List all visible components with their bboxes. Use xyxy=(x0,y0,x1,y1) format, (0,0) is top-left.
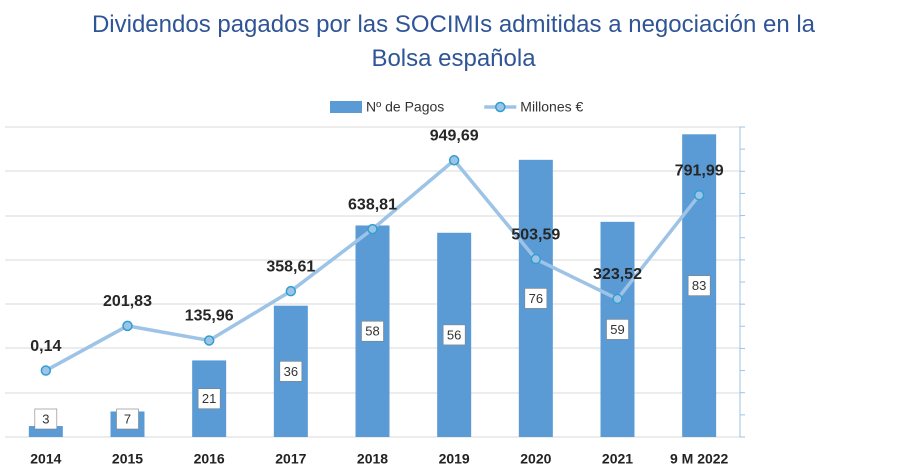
x-tick-label: 2019 xyxy=(439,451,470,467)
marker xyxy=(40,365,52,376)
value-label: 358,61 xyxy=(266,258,315,275)
x-tick-label: 2015 xyxy=(112,451,143,467)
legend-swatch xyxy=(330,101,362,113)
marker xyxy=(693,189,705,201)
value-label: 58 xyxy=(365,324,379,339)
x-tick-label: 9 M 2022 xyxy=(670,451,729,467)
value-label: 503,59 xyxy=(511,226,560,243)
value-label: 21 xyxy=(202,391,216,406)
legend-marker xyxy=(495,101,506,113)
chart-title: Dividendos pagados por las SOCIMIs admit… xyxy=(91,11,816,72)
value-label: 638,81 xyxy=(348,196,397,213)
value-label: 7 xyxy=(124,411,131,426)
marker xyxy=(448,155,460,166)
value-label: 135,96 xyxy=(185,308,234,325)
value-label: 83 xyxy=(692,278,706,293)
value-label-box xyxy=(34,408,58,430)
value-label: 76 xyxy=(529,291,543,306)
value-label: 323,52 xyxy=(593,266,642,283)
value-label-box xyxy=(687,275,711,296)
value-label-box xyxy=(197,388,221,410)
marker xyxy=(612,293,623,305)
value-label-box xyxy=(524,288,548,309)
x-tick-label: 2016 xyxy=(194,451,225,467)
marker xyxy=(285,285,297,297)
legend-label: Millones € xyxy=(520,99,583,115)
marker xyxy=(122,320,133,332)
value-label: 949,69 xyxy=(430,128,479,145)
value-label-box xyxy=(361,320,384,342)
value-label-box xyxy=(116,408,139,430)
marker xyxy=(203,335,215,346)
x-tick-label: 2021 xyxy=(602,451,633,467)
value-label: 56 xyxy=(447,327,461,342)
x-tick-label: 2017 xyxy=(275,451,306,467)
value-label: 36 xyxy=(284,364,298,379)
x-tick-label: 2014 xyxy=(30,451,61,467)
value-label: 201,83 xyxy=(103,293,152,310)
value-label: 0,14 xyxy=(30,338,61,355)
x-tick-label: 2020 xyxy=(520,451,551,467)
value-label-box xyxy=(279,361,303,382)
value-label-box xyxy=(442,324,466,346)
value-label: 3 xyxy=(42,411,49,426)
value-label-box xyxy=(606,319,629,340)
value-label: 791,99 xyxy=(675,162,724,179)
marker xyxy=(530,253,542,265)
bar xyxy=(28,426,63,437)
marker xyxy=(367,223,378,235)
value-label: 59 xyxy=(610,322,624,337)
legend-label: Nº de Pagos xyxy=(366,99,444,115)
x-tick-label: 2018 xyxy=(357,451,388,467)
